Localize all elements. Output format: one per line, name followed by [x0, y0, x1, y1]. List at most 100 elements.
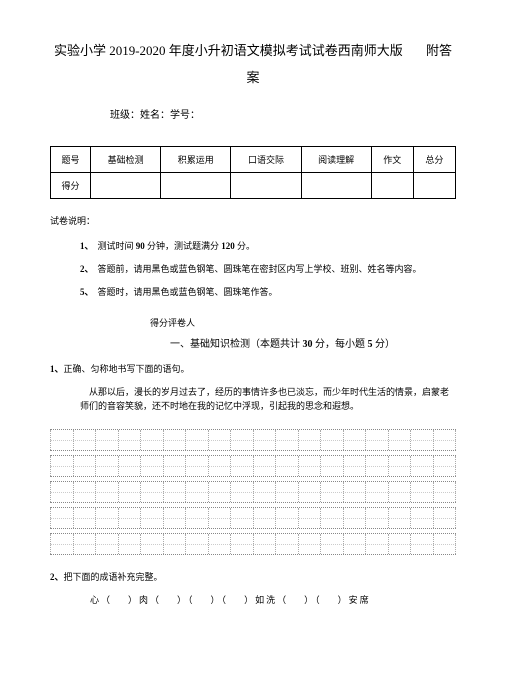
grid-cell [185, 430, 208, 450]
grid-row [50, 533, 456, 555]
grid-cell [320, 534, 343, 554]
grid-cell [343, 430, 366, 450]
instruction-3: 5、答题时，请用黑色或蓝色钢笔、圆珠笔作答。 [80, 285, 456, 298]
grid-cell [73, 482, 96, 502]
grid-cell [230, 430, 253, 450]
grid-cell [298, 508, 321, 528]
col-header: 口语交际 [231, 147, 301, 173]
grid-cell [185, 534, 208, 554]
instruction-2: 2、答题前，请用黑色或蓝色钢笔、圆珠笔在密封区内写上学校、班别、姓名等内容。 [80, 262, 456, 275]
score-cell [231, 173, 301, 199]
grid-cell [275, 430, 298, 450]
grid-cell [95, 534, 118, 554]
grid-cell [50, 430, 73, 450]
grid-cell [208, 534, 231, 554]
grid-cell [433, 430, 457, 450]
instruction-1: 1、测试时间 90 分钟，测试题满分 120 分。 [80, 239, 456, 252]
col-header: 基础检测 [91, 147, 161, 173]
grid-cell [365, 508, 388, 528]
grid-cell [433, 482, 457, 502]
title-suffix: 附答 [426, 43, 452, 58]
grid-cell [253, 456, 276, 476]
grid-cell [140, 456, 163, 476]
grid-cell [320, 508, 343, 528]
grid-cell [320, 430, 343, 450]
grid-cell [163, 482, 186, 502]
grid-cell [343, 482, 366, 502]
grid-cell [50, 456, 73, 476]
grid-cell [298, 534, 321, 554]
grid-row [50, 455, 456, 477]
grid-cell [388, 430, 411, 450]
col-header: 阅读理解 [301, 147, 371, 173]
grid-cell [140, 430, 163, 450]
grid-cell [118, 482, 141, 502]
grid-cell [163, 534, 186, 554]
grid-row [50, 481, 456, 503]
grid-cell [410, 456, 433, 476]
grid-cell [298, 456, 321, 476]
grid-cell [163, 430, 186, 450]
grid-cell [388, 456, 411, 476]
grid-cell [230, 456, 253, 476]
grid-cell [433, 534, 457, 554]
grid-cell [73, 534, 96, 554]
grid-cell [365, 456, 388, 476]
grid-cell [95, 456, 118, 476]
grid-cell [343, 534, 366, 554]
grid-cell [433, 508, 457, 528]
grid-cell [95, 430, 118, 450]
score-table: 题号 基础检测 积累运用 口语交际 阅读理解 作文 总分 得分 [50, 146, 456, 199]
grid-cell [253, 534, 276, 554]
paragraph-text: 从那以后，漫长的岁月过去了，经历的事情许多也已淡忘，而少年时代生活的情景，启蒙老… [80, 385, 456, 414]
grid-cell [185, 456, 208, 476]
grid-cell [410, 482, 433, 502]
grid-cell [275, 534, 298, 554]
grid-cell [208, 482, 231, 502]
grid-cell [185, 482, 208, 502]
grid-cell [118, 508, 141, 528]
grid-cell [118, 456, 141, 476]
grid-cell [208, 456, 231, 476]
grid-cell [163, 456, 186, 476]
grid-cell [230, 508, 253, 528]
score-cell [91, 173, 161, 199]
student-info: 班级：姓名：学号： [110, 106, 456, 121]
grid-row [50, 429, 456, 451]
col-header: 积累运用 [161, 147, 231, 173]
grid-cell [208, 508, 231, 528]
grid-cell [388, 482, 411, 502]
grid-cell [275, 456, 298, 476]
grid-cell [95, 482, 118, 502]
score-cell [371, 173, 413, 199]
grid-cell [140, 534, 163, 554]
col-header: 总分 [413, 147, 455, 173]
title-main: 实验小学 2019-2020 年度小升初语文模拟考试试卷西南师大版 [54, 43, 403, 58]
col-header: 作文 [371, 147, 413, 173]
grid-cell [118, 430, 141, 450]
grid-cell [73, 508, 96, 528]
section-label: 得分评卷人 [150, 316, 456, 329]
score-cell [301, 173, 371, 199]
grid-cell [410, 534, 433, 554]
grid-cell [253, 430, 276, 450]
grid-cell [298, 430, 321, 450]
grid-cell [73, 456, 96, 476]
score-row-label: 得分 [51, 173, 91, 199]
grid-cell [275, 508, 298, 528]
grid-cell [95, 508, 118, 528]
score-cell [413, 173, 455, 199]
grid-cell [50, 534, 73, 554]
grid-cell [253, 508, 276, 528]
grid-cell [140, 508, 163, 528]
grid-cell [365, 430, 388, 450]
note-label: 试卷说明： [50, 214, 456, 227]
grid-cell [230, 534, 253, 554]
grid-cell [185, 508, 208, 528]
grid-cell [118, 534, 141, 554]
grid-cell [163, 508, 186, 528]
grid-cell [433, 456, 457, 476]
grid-cell [410, 508, 433, 528]
grid-cell [388, 534, 411, 554]
grid-cell [50, 508, 73, 528]
